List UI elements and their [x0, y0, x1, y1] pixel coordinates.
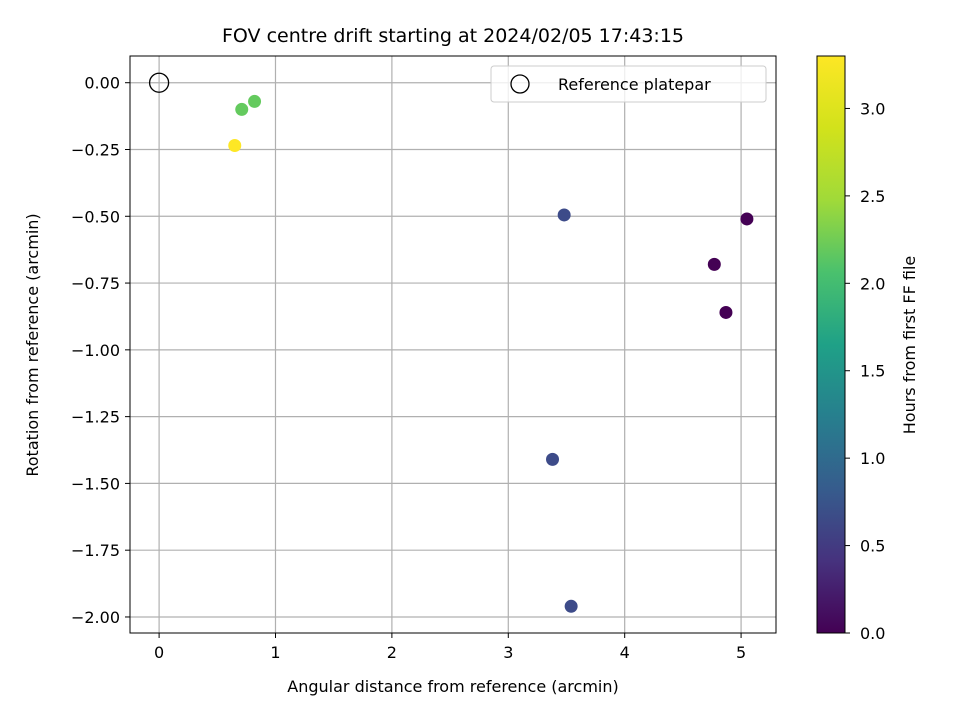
- colorbar-tick-label: 0.5: [860, 537, 885, 556]
- data-point: [564, 599, 578, 613]
- x-tick-label: 5: [736, 643, 746, 662]
- colorbar-ticks: 0.0 0.5 1.0 1.5 2.0 2.5 3.0: [845, 99, 885, 643]
- y-tick-label: 0.00: [84, 74, 120, 93]
- data-point: [557, 208, 571, 222]
- y-tick-label: −0.25: [71, 140, 120, 159]
- x-axis: 0 1 2 3 4 5: [154, 633, 746, 662]
- x-tick-label: 4: [620, 643, 630, 662]
- legend-marker-reference: [510, 74, 530, 94]
- colorbar-tick-label: 3.0: [860, 99, 885, 118]
- x-tick-label: 3: [503, 643, 513, 662]
- data-point: [235, 102, 249, 116]
- data-points: [148, 72, 754, 613]
- data-point: [719, 305, 733, 319]
- grid: [130, 56, 776, 633]
- data-point: [248, 94, 262, 108]
- y-tick-label: −2.00: [71, 608, 120, 627]
- y-tick-label: −0.50: [71, 207, 120, 226]
- chart-title: FOV centre drift starting at 2024/02/05 …: [222, 25, 684, 47]
- y-tick-label: −1.75: [71, 541, 120, 560]
- data-point: [546, 452, 560, 466]
- y-axis-label: Rotation from reference (arcmin): [23, 213, 42, 476]
- colorbar-tick-label: 1.5: [860, 362, 885, 381]
- colorbar-tick-label: 2.0: [860, 274, 885, 293]
- legend-box: [490, 65, 767, 103]
- data-point: [740, 212, 754, 226]
- y-tick-label: −1.25: [71, 408, 120, 427]
- colorbar-tick-label: 1.0: [860, 449, 885, 468]
- data-point: [228, 138, 242, 152]
- data-point: [707, 257, 721, 271]
- legend: Reference platepar: [490, 65, 767, 103]
- y-tick-label: −1.00: [71, 341, 120, 360]
- x-tick-label: 0: [154, 643, 164, 662]
- x-tick-label: 2: [387, 643, 397, 662]
- legend-label-reference: Reference platepar: [558, 75, 711, 94]
- x-axis-label: Angular distance from reference (arcmin): [287, 677, 618, 696]
- y-axis: 0.00 −0.25 −0.50 −0.75 −1.00 −1.25 −1.50 −1.75 −…: [71, 74, 130, 627]
- y-tick-label: −1.50: [71, 474, 120, 493]
- colorbar-tick-label: 0.0: [860, 624, 885, 643]
- x-tick-label: 1: [270, 643, 280, 662]
- plot-frame: [129, 55, 777, 634]
- reference-platepar-marker: [148, 72, 170, 93]
- y-tick-label: −0.75: [71, 274, 120, 293]
- colorbar-label: Hours from first FF file: [900, 256, 919, 435]
- colorbar-gradient: [816, 55, 846, 634]
- colorbar-tick-label: 2.5: [860, 187, 885, 206]
- colorbar: 0.0 0.5 1.0 1.5 2.0 2.5 3.0 Hours from first F…: [816, 55, 919, 643]
